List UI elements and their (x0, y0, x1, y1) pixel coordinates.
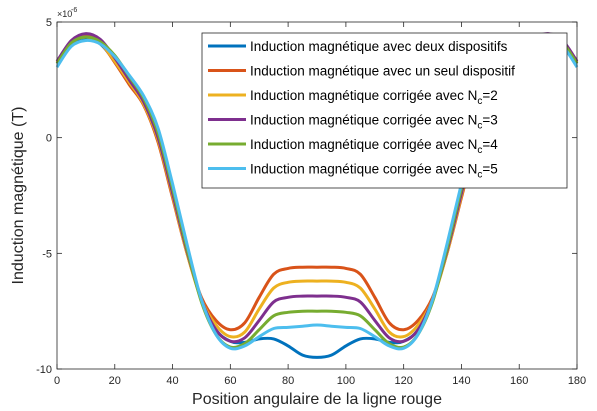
legend-value: =3 (482, 113, 497, 128)
legend-subscript: c (477, 170, 482, 181)
legend-value: =5 (482, 162, 497, 177)
legend-label: Induction magnétique avec deux dispositi… (250, 39, 508, 54)
legend-value: =2 (482, 88, 497, 103)
legend-label: Induction magnétique corrigée avec N (250, 88, 477, 103)
x-tick-label: 140 (452, 375, 470, 387)
x-tick-label: 0 (54, 375, 60, 387)
legend-value: =4 (482, 137, 498, 152)
x-tick-label: 180 (568, 375, 586, 387)
legend-subscript: c (477, 121, 482, 132)
y-tick-label: -10 (36, 364, 52, 376)
y-multiplier: ×10 -6 (57, 7, 77, 19)
plot-frame (56, 21, 578, 370)
x-tick-label: 20 (109, 375, 121, 387)
tick-layer: 0 20 40 60 80 100 120 140 160 180 -10 -5 0 5 (36, 17, 586, 387)
legend: Induction magnétique avec deux dispositi… (201, 32, 568, 189)
x-tick-label: 120 (394, 375, 412, 387)
legend-entry: Induction magnétique corrigée avec Nc=3 (250, 113, 498, 132)
x-tick-label: 60 (224, 375, 236, 387)
x-axis-label: Position angulaire de la ligne rouge (192, 391, 442, 408)
x-tick-label: 160 (510, 375, 528, 387)
legend-entry: Induction magnétique corrigée avec Nc=5 (250, 162, 498, 181)
legend-label: Induction magnétique corrigée avec N (250, 137, 477, 152)
legend-entry: Induction magnétique corrigée avec Nc=4 (250, 137, 498, 156)
y-axis-label: Induction magnétique (T) (10, 107, 27, 285)
y-multiplier-exponent: -6 (71, 7, 77, 14)
legend-subscript: c (477, 145, 482, 156)
x-tick-label: 100 (337, 375, 355, 387)
y-tick-label: 0 (46, 133, 52, 145)
legend-subscript: c (477, 96, 482, 107)
y-multiplier-base: ×10 (57, 9, 72, 19)
legend-label: Induction magnétique corrigée avec N (250, 162, 477, 177)
y-tick-label: 5 (46, 17, 52, 29)
x-tick-label: 40 (166, 375, 178, 387)
y-tick-label: -5 (42, 248, 52, 260)
x-tick-label: 80 (282, 375, 294, 387)
legend-label: Induction magnétique corrigée avec N (250, 113, 477, 128)
legend-box (201, 32, 568, 189)
legend-label: Induction magnétique avec un seul dispos… (250, 64, 515, 79)
legend-entry: Induction magnétique corrigée avec Nc=2 (250, 88, 498, 107)
legend-entry: Induction magnétique avec un seul dispos… (250, 64, 515, 79)
legend-entry: Induction magnétique avec deux dispositi… (250, 39, 508, 54)
